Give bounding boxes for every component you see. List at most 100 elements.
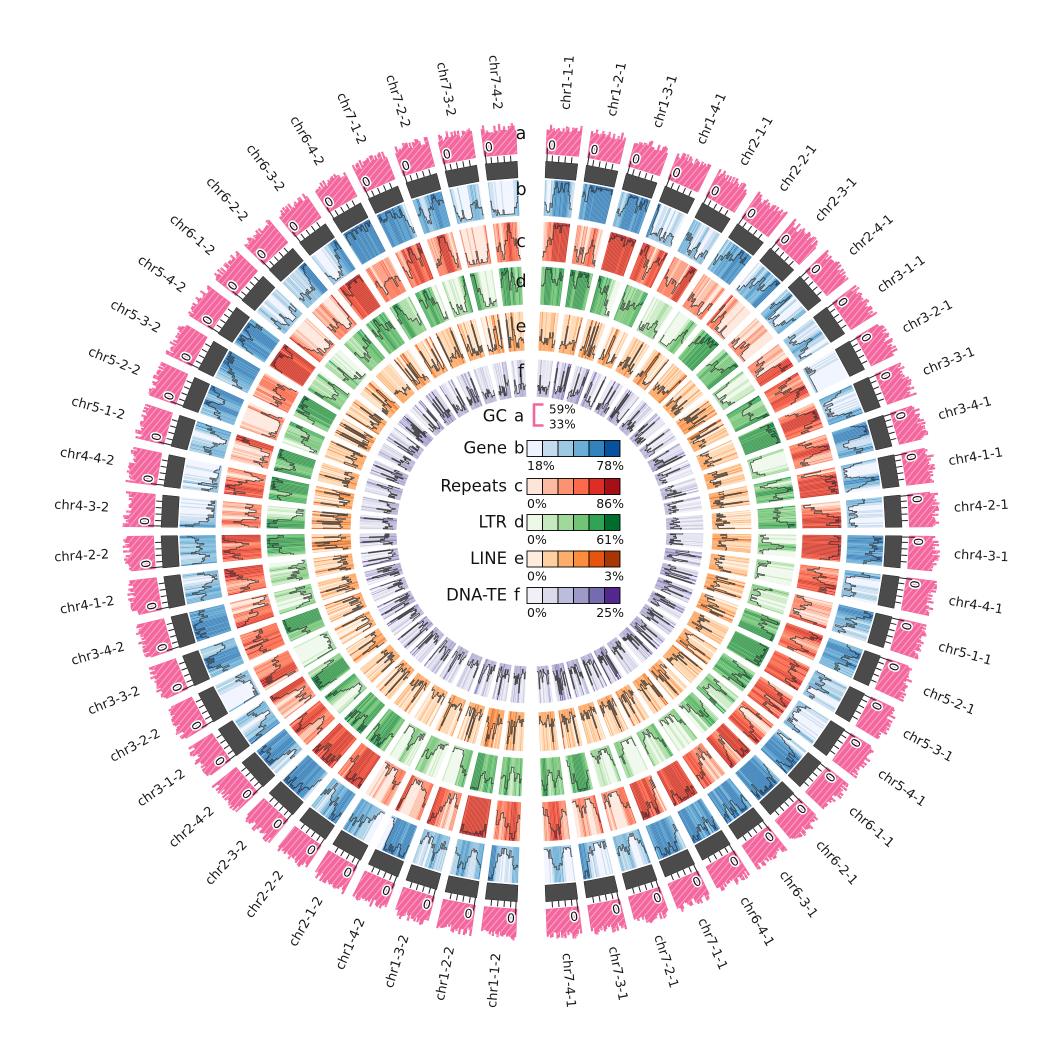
segment-ticks [402, 169, 431, 183]
segment-ticks [829, 729, 856, 755]
segment-ticks [232, 276, 259, 300]
histogram-line [353, 334, 372, 363]
histogram-line [537, 374, 551, 395]
histogram-line [842, 425, 868, 454]
axis-ring-segment [332, 202, 369, 234]
histogram-area [708, 553, 731, 573]
gc-bar-segment [213, 250, 259, 297]
track-d-ltr-segment [677, 691, 720, 735]
histogram-line [736, 276, 780, 292]
gc-bar-segment [705, 850, 751, 892]
track-c-repeats-segment [426, 231, 463, 277]
axis-ring-segment [484, 160, 519, 181]
track-f-dna-te-segment [409, 399, 445, 437]
histogram-area [712, 652, 750, 688]
histogram-line [246, 701, 271, 741]
histogram-line [707, 470, 729, 488]
gc-bar-segment [148, 658, 189, 699]
legend-colorbar-cell [542, 514, 559, 531]
chromosome-label: chr6-4-2 [286, 114, 326, 169]
track-d-ltr-segment [498, 266, 523, 307]
histogram-area [612, 196, 648, 235]
track-b-gene-segment [845, 496, 884, 528]
track-b-gene-segment [342, 219, 386, 266]
histogram-line [289, 586, 313, 610]
histogram-area [686, 422, 719, 453]
histogram-area [551, 662, 571, 696]
histogram-line [558, 325, 581, 351]
track-b-gene-segment [487, 844, 520, 884]
track-d-ltr-segment [564, 269, 594, 311]
histogram-area [580, 652, 602, 685]
segment-ticks [409, 882, 436, 903]
histogram-line [637, 677, 664, 702]
histogram-line [754, 356, 788, 379]
track-c-repeats-segment [223, 564, 267, 596]
histogram-line [270, 302, 297, 330]
axis-ring-segment [544, 160, 579, 181]
histogram-line [560, 711, 580, 744]
histogram-area [261, 728, 303, 765]
track-f-dna-te-segment [663, 495, 703, 516]
legend-colorbar-cell [573, 550, 590, 568]
histogram-line [611, 640, 626, 660]
histogram-area [317, 630, 337, 660]
histogram-line [242, 595, 269, 627]
histogram-area [613, 292, 644, 328]
histogram-line [453, 199, 485, 222]
histogram-line [295, 425, 318, 453]
track-b-gene-segment [845, 535, 884, 567]
histogram-line [376, 499, 396, 515]
segment-ticks [665, 174, 692, 197]
axis-ring-segment [853, 650, 881, 687]
histogram-area [647, 450, 683, 473]
histogram-line [536, 668, 550, 690]
chromosome-label: chr5-3-2 [108, 297, 163, 336]
track-e-line-segment [413, 336, 449, 379]
histogram-line [337, 367, 366, 382]
histogram-area [328, 673, 368, 700]
histogram-area [645, 205, 674, 248]
histogram-line [375, 464, 404, 485]
axis-ring [160, 160, 903, 903]
histogram-area [384, 659, 415, 693]
histogram-area [677, 336, 718, 372]
histogram-line [700, 594, 726, 618]
legend-colorbar-cell [526, 478, 543, 495]
track-f-dna-te-segment [638, 427, 678, 460]
track-f-dna-te-segment [618, 626, 654, 664]
track-f-dna-te-segment [376, 590, 416, 621]
histogram-line [187, 535, 211, 566]
histogram-area [777, 410, 818, 441]
segment-ticks [592, 891, 621, 905]
axis-ring-segment [812, 306, 846, 343]
legend-colorbar-cell [526, 440, 543, 457]
track-b-gene-segment [188, 420, 232, 459]
histogram-line [552, 668, 571, 697]
histogram-line [459, 823, 487, 836]
track-e-line-segment [614, 684, 650, 727]
gc-bar-segment [804, 766, 849, 810]
track-e-line-segment [434, 693, 467, 737]
track-e-line-segment [675, 398, 718, 436]
histogram-line [652, 380, 682, 396]
track-e-line-segment [456, 318, 486, 362]
track-b-gene-segment [376, 815, 418, 860]
histogram-line [660, 579, 688, 598]
histogram-line [315, 742, 342, 763]
track-e-line-segment [703, 572, 746, 601]
track-b-gene-segment [342, 797, 386, 844]
track-letter-labels: a b cd e f [515, 124, 526, 382]
axis-ring-segment [853, 376, 881, 413]
histogram-line [328, 555, 352, 571]
histogram-area [427, 786, 463, 821]
histogram-area [358, 628, 388, 655]
track-e-line-segment [503, 710, 525, 752]
histogram-line [616, 195, 649, 217]
histogram-line [203, 424, 228, 456]
gc-bar-segment [394, 136, 436, 177]
segment-ticks [826, 299, 847, 329]
chromosome-label: chr5-1-2 [70, 394, 127, 423]
histogram-area [577, 326, 599, 362]
histogram-line [595, 386, 616, 415]
